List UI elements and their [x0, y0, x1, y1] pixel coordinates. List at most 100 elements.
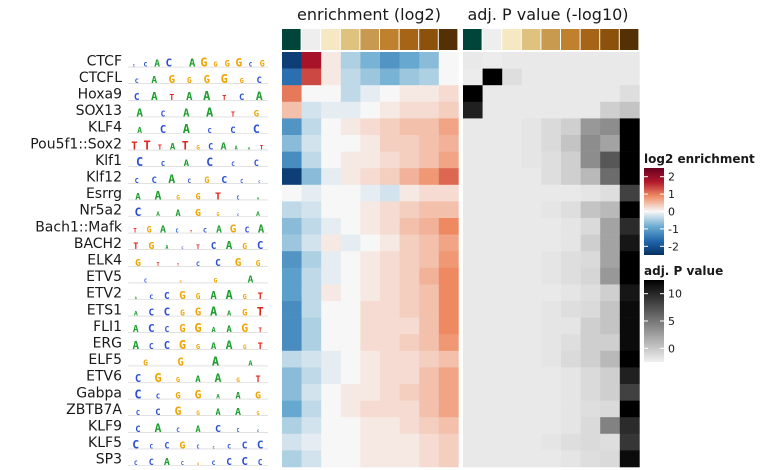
- logo-letter: G: [213, 61, 217, 69]
- enrichment-cell: [301, 251, 322, 269]
- enrichment-cell: [301, 234, 322, 252]
- pvalue-cell: [600, 301, 621, 318]
- enrichment-cell: [419, 400, 440, 418]
- pvalue-cell: [482, 251, 503, 269]
- row-label: SOX13: [76, 103, 122, 119]
- pvalue-cell: [580, 284, 601, 302]
- logo-letter: A: [216, 225, 222, 236]
- logo-letter: A: [175, 209, 180, 219]
- logo-letter: G: [148, 241, 154, 252]
- pvalue-cell: [580, 68, 601, 86]
- pvalue-cell: [521, 450, 542, 468]
- pvalue-cell: [482, 350, 503, 368]
- enrichment-cell: [360, 284, 381, 302]
- pvalue-cell: [619, 367, 640, 385]
- row-label: CTCF: [87, 53, 122, 69]
- logo-letter: A: [164, 457, 170, 468]
- enrichment-cell: [438, 384, 459, 401]
- enrichment-cell: [282, 201, 302, 219]
- enrichment-cell: [321, 85, 342, 103]
- enrichment-cell: [399, 85, 420, 103]
- enrichment-cell: [360, 450, 381, 468]
- column-bin-enrich-4: [360, 29, 379, 50]
- logo-letter: C: [249, 62, 253, 69]
- enrichment-cell: [301, 68, 322, 86]
- pvalue-cell: [502, 118, 523, 136]
- logo-letter: C: [196, 444, 199, 450]
- logo-letter: T: [258, 327, 262, 334]
- row-label: ZBTB7A: [66, 402, 122, 418]
- pvalue-cell: [463, 68, 483, 86]
- enrichment-cell: [380, 135, 400, 152]
- logo-letter: G: [179, 440, 185, 451]
- logo-letter: A: [170, 143, 176, 153]
- enrichment-cell: [301, 267, 322, 285]
- enrichment-cell: [399, 135, 420, 152]
- logo-letter: T: [258, 292, 264, 302]
- enrichment-cell: [340, 251, 361, 269]
- enrichment-panel-title: enrichment (log2): [297, 5, 441, 24]
- pvalue-cell: [561, 450, 581, 468]
- logo-letter: A: [248, 359, 253, 367]
- pvalue-cell: [463, 201, 483, 219]
- enrichment-cell: [380, 118, 400, 136]
- enrichment-cell: [301, 151, 322, 169]
- enrichment-cell: [282, 267, 302, 285]
- enrichment-cell: [360, 433, 381, 451]
- enrichment-cell: [282, 384, 302, 401]
- logo-letter: A: [235, 407, 241, 418]
- pvalue-cell: [561, 85, 581, 103]
- enrichment-cell: [321, 101, 342, 119]
- enrichment-cell: [360, 350, 381, 368]
- pvalue-cell: [580, 301, 601, 318]
- enrichment-cell: [399, 433, 420, 451]
- logo-letter: A: [211, 326, 216, 334]
- logo-letter: C: [257, 76, 262, 86]
- enrichment-cell: [419, 284, 440, 302]
- pvalue-heatmap: [463, 52, 640, 468]
- pvalue-cell: [502, 267, 523, 285]
- logo-letter: A: [183, 122, 191, 136]
- pvalue-cell: [561, 267, 581, 285]
- enrichment-cell: [360, 301, 381, 318]
- logo-letter: C: [257, 240, 263, 252]
- pvalue-cell: [561, 118, 581, 136]
- logo-letter: C: [132, 437, 139, 451]
- pvalue-legend: adj. P value 10 5 0: [644, 264, 723, 362]
- enrichment-cell: [360, 135, 381, 152]
- logo-letter: C: [164, 306, 171, 319]
- enrichment-cell: [419, 251, 440, 269]
- pvalue-cell: [482, 218, 503, 235]
- enrichment-cell: [380, 52, 400, 69]
- enrichment-cell: [321, 384, 342, 401]
- enrichment-cell: [360, 417, 381, 435]
- motif-row-labels: CTCFCTCFLHoxa9SOX13KLF4Pou5f1::Sox2Klf1K…: [30, 53, 123, 467]
- pvalue-cell: [561, 184, 581, 202]
- enrichment-cell: [282, 334, 302, 352]
- logo-letter: A: [235, 146, 238, 152]
- enrichment-cell: [282, 367, 302, 385]
- pvalue-cell: [600, 184, 621, 202]
- pvalue-cell: [521, 118, 542, 136]
- logo-letter: G: [176, 376, 180, 384]
- enrichment-cell: [340, 317, 361, 335]
- pvalue-cell: [502, 417, 523, 435]
- pvalue-cell: [521, 68, 542, 86]
- pvalue-cell: [482, 417, 503, 435]
- pvalue-cell: [482, 184, 503, 202]
- logo-letter: T: [255, 375, 260, 385]
- pvalue-cell: [502, 68, 523, 86]
- row-label: Pou5f1::Sox2: [30, 136, 122, 152]
- column-bin-enrich-8: [438, 29, 458, 50]
- row-label: ELF5: [88, 352, 122, 368]
- pvalue-cell: [619, 101, 640, 119]
- pvalue-cell: [521, 384, 542, 401]
- logo-letter: G: [260, 60, 265, 70]
- row-label: ETV6: [86, 369, 122, 385]
- enrichment-cell: [301, 367, 322, 385]
- logo-letter: G: [176, 194, 180, 201]
- enrichment-cell: [340, 201, 361, 219]
- enrichment-cell: [282, 218, 302, 235]
- logo-letter: A: [212, 354, 220, 368]
- pvalue-cell: [619, 201, 640, 219]
